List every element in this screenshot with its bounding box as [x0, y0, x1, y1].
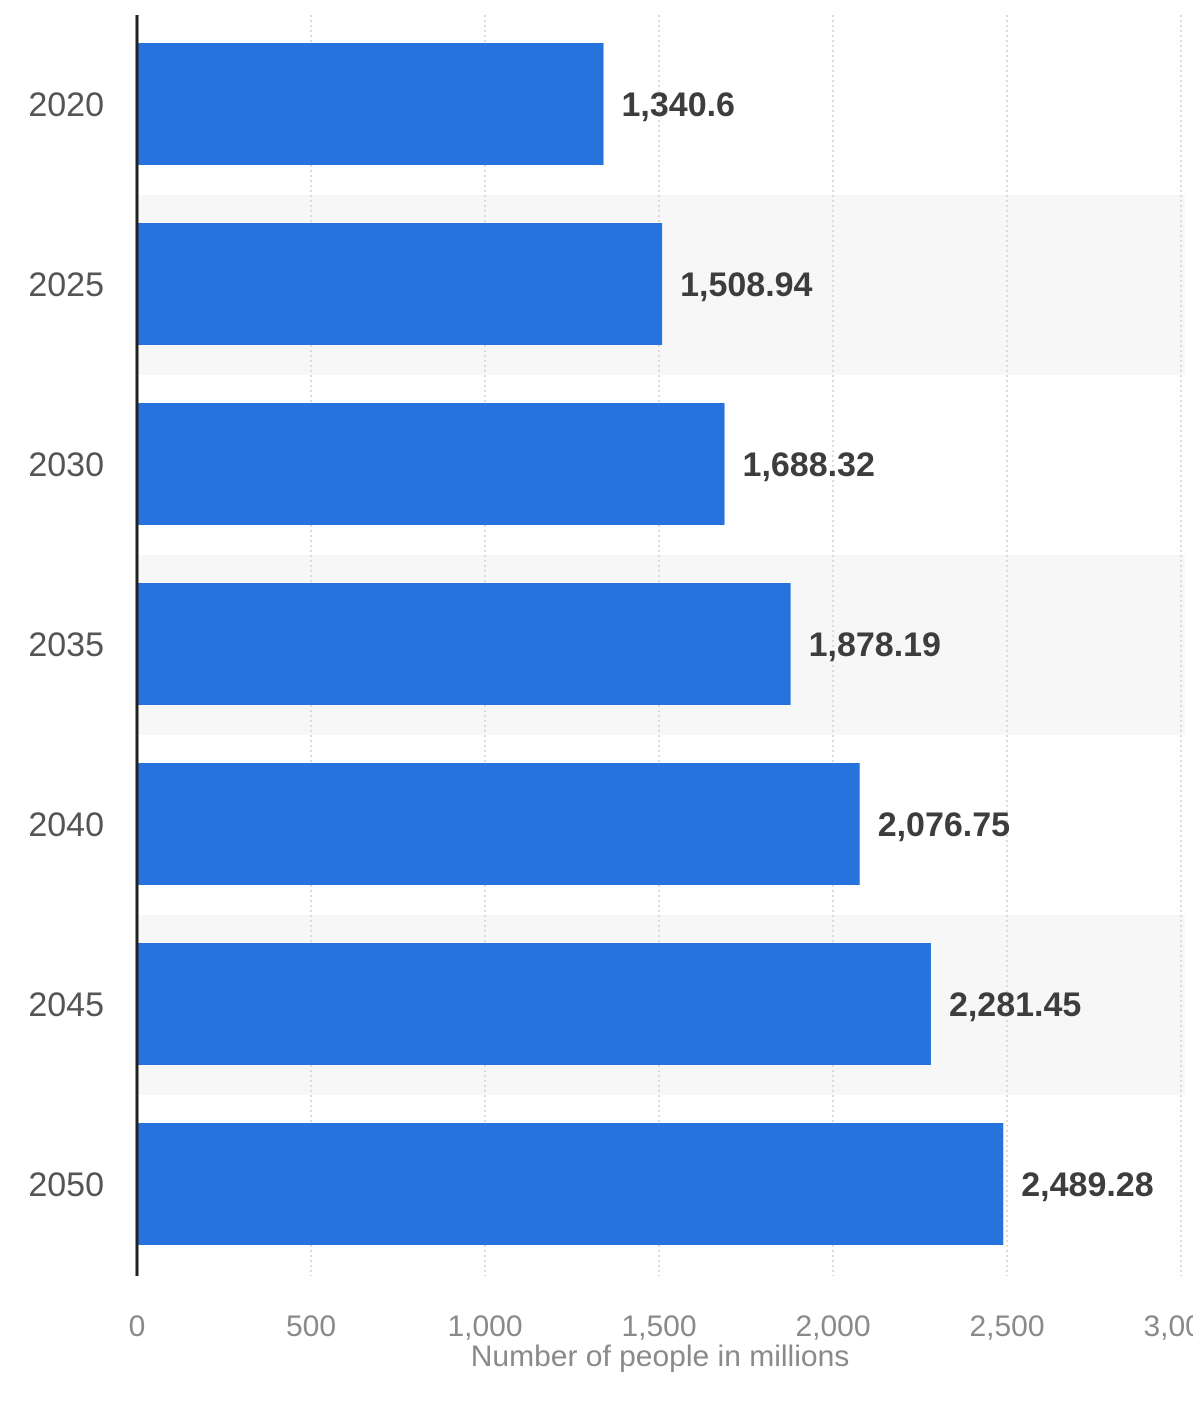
value-label: 1,340.6	[622, 86, 735, 124]
category-label: 2040	[28, 806, 104, 844]
bar	[137, 1123, 1004, 1245]
x-tick-label: 2,500	[969, 1310, 1044, 1343]
x-tick-label: 1,000	[447, 1310, 522, 1343]
bar	[137, 943, 931, 1065]
bar	[137, 43, 604, 165]
value-labels: 1,340.6 1,508.94 1,688.32 1,878.19 2,076.75 2…	[622, 86, 1154, 1204]
value-label: 2,076.75	[878, 806, 1010, 844]
x-tick-label: 500	[286, 1310, 336, 1343]
bars	[137, 43, 1004, 1245]
category-label: 2020	[28, 86, 104, 124]
category-label: 2050	[28, 1166, 104, 1204]
value-label: 1,508.94	[680, 266, 812, 304]
category-label: 2025	[28, 266, 104, 304]
value-label: 2,489.28	[1021, 1166, 1153, 1204]
value-label: 2,281.45	[949, 986, 1081, 1024]
bar	[137, 403, 725, 525]
bar	[137, 223, 663, 345]
value-label: 1,688.32	[743, 446, 875, 484]
bar	[137, 763, 860, 885]
x-tick-label: 0	[129, 1310, 146, 1343]
x-axis-title: Number of people in millions	[471, 1340, 850, 1373]
x-tick-label: 2,000	[795, 1310, 870, 1343]
category-label: 2030	[28, 446, 104, 484]
value-label: 1,878.19	[809, 626, 941, 664]
category-label: 2035	[28, 626, 104, 664]
x-tick-label: 1,500	[621, 1310, 696, 1343]
x-tick-label: 3,000	[1143, 1310, 1193, 1343]
bar	[137, 583, 791, 705]
x-tick-labels: 0 500 1,000 1,500 2,000 2,500 3,000	[129, 1310, 1193, 1343]
category-label: 2045	[28, 986, 104, 1024]
category-labels: 2020 2025 2030 2035 2040 2045 2050	[28, 86, 104, 1204]
